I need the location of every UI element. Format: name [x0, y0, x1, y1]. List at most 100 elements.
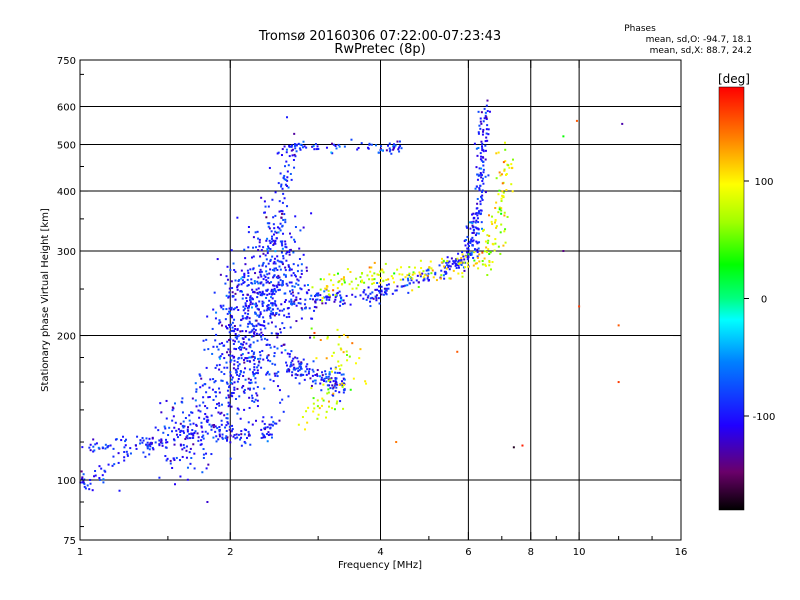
data-point-o — [299, 302, 302, 305]
data-point-o — [273, 345, 276, 348]
data-point-o — [485, 118, 488, 121]
data-point-o — [238, 395, 241, 398]
data-point-o — [287, 186, 290, 189]
data-point-o — [235, 306, 238, 309]
data-point-o — [482, 130, 485, 133]
data-point-o — [280, 154, 283, 157]
data-point-x — [448, 277, 451, 280]
data-point-o — [146, 446, 149, 449]
data-point-outlier — [395, 441, 398, 444]
data-point-o — [217, 348, 220, 351]
data-point-o — [284, 299, 287, 302]
data-point-o — [251, 288, 254, 291]
data-point-o — [292, 272, 295, 275]
data-point-o — [281, 187, 284, 190]
data-point-o — [254, 381, 257, 384]
data-point-x — [371, 274, 374, 277]
chart-title: Tromsø 20160306 07:22:00-07:23:43 — [258, 29, 501, 44]
data-point-o — [271, 362, 274, 365]
data-point-x — [445, 267, 448, 270]
data-point-o — [186, 428, 189, 431]
data-point-o — [283, 314, 286, 317]
data-point-o — [281, 398, 284, 401]
data-point-x — [335, 402, 338, 405]
data-point-o — [280, 209, 283, 212]
data-point-x — [503, 168, 506, 171]
data-point-o — [246, 278, 249, 281]
data-point-o — [325, 298, 328, 301]
data-point-o — [253, 291, 256, 294]
data-point-x — [313, 336, 316, 339]
data-point-o — [218, 425, 221, 428]
data-point-x — [440, 274, 443, 277]
data-point-o — [274, 262, 277, 265]
data-point-o — [288, 251, 291, 254]
data-point-o — [455, 263, 458, 266]
data-point-o — [236, 284, 239, 287]
data-point-o — [259, 328, 262, 331]
data-point-o — [380, 293, 383, 296]
data-point-o — [259, 282, 262, 285]
data-point-o — [371, 291, 374, 294]
data-point-x — [499, 231, 502, 234]
data-point-x — [342, 351, 345, 354]
data-point-x — [510, 163, 513, 166]
data-point-o — [89, 482, 92, 485]
data-point-o — [484, 175, 487, 178]
data-point-o — [233, 318, 236, 321]
data-point-x — [495, 225, 498, 228]
data-point-x — [301, 416, 304, 419]
data-point-x — [495, 177, 498, 180]
data-point-o — [258, 241, 261, 244]
data-point-x — [406, 274, 409, 277]
data-point-o — [226, 351, 229, 354]
data-point-o — [339, 294, 342, 297]
data-point-o — [201, 435, 204, 438]
data-point-o — [290, 274, 293, 277]
data-point-o — [274, 230, 277, 233]
data-point-o — [476, 178, 479, 181]
data-point-o — [451, 262, 454, 265]
data-point-o — [269, 433, 272, 436]
data-point-o — [384, 289, 387, 292]
data-point-o — [232, 391, 235, 394]
data-point-o — [270, 321, 273, 324]
data-point-o — [282, 218, 285, 221]
data-point-o — [287, 265, 290, 268]
data-point-o — [158, 444, 161, 447]
data-point-o — [179, 429, 182, 432]
data-point-x — [341, 385, 344, 388]
data-point-x — [491, 242, 494, 245]
data-point-o — [304, 298, 307, 301]
data-point-o — [171, 466, 174, 469]
data-point-o — [400, 147, 403, 150]
data-point-o — [236, 412, 239, 415]
data-point-x — [497, 151, 500, 154]
data-point-o — [325, 295, 328, 298]
data-point-o — [300, 269, 303, 272]
data-point-o — [245, 317, 248, 320]
data-point-o — [98, 477, 101, 480]
data-point-o — [256, 369, 259, 372]
data-point-o — [273, 422, 276, 425]
data-point-o — [226, 340, 229, 343]
data-point-o — [476, 217, 479, 220]
data-point-o — [274, 239, 277, 242]
data-point-o — [396, 285, 399, 288]
data-point-o — [257, 282, 260, 285]
data-point-o — [189, 447, 192, 450]
data-point-o — [298, 257, 301, 260]
data-point-o — [273, 302, 276, 305]
data-point-o — [295, 367, 298, 370]
data-point-o — [291, 371, 294, 374]
data-point-o — [179, 443, 182, 446]
data-point-o — [282, 343, 285, 346]
data-point-o — [202, 401, 205, 404]
data-point-o — [151, 446, 154, 449]
data-point-o — [244, 257, 247, 260]
data-point-o — [266, 237, 269, 240]
data-point-o — [258, 300, 261, 303]
data-point-o — [296, 374, 299, 377]
data-point-o — [236, 288, 239, 291]
data-point-o — [227, 324, 230, 327]
